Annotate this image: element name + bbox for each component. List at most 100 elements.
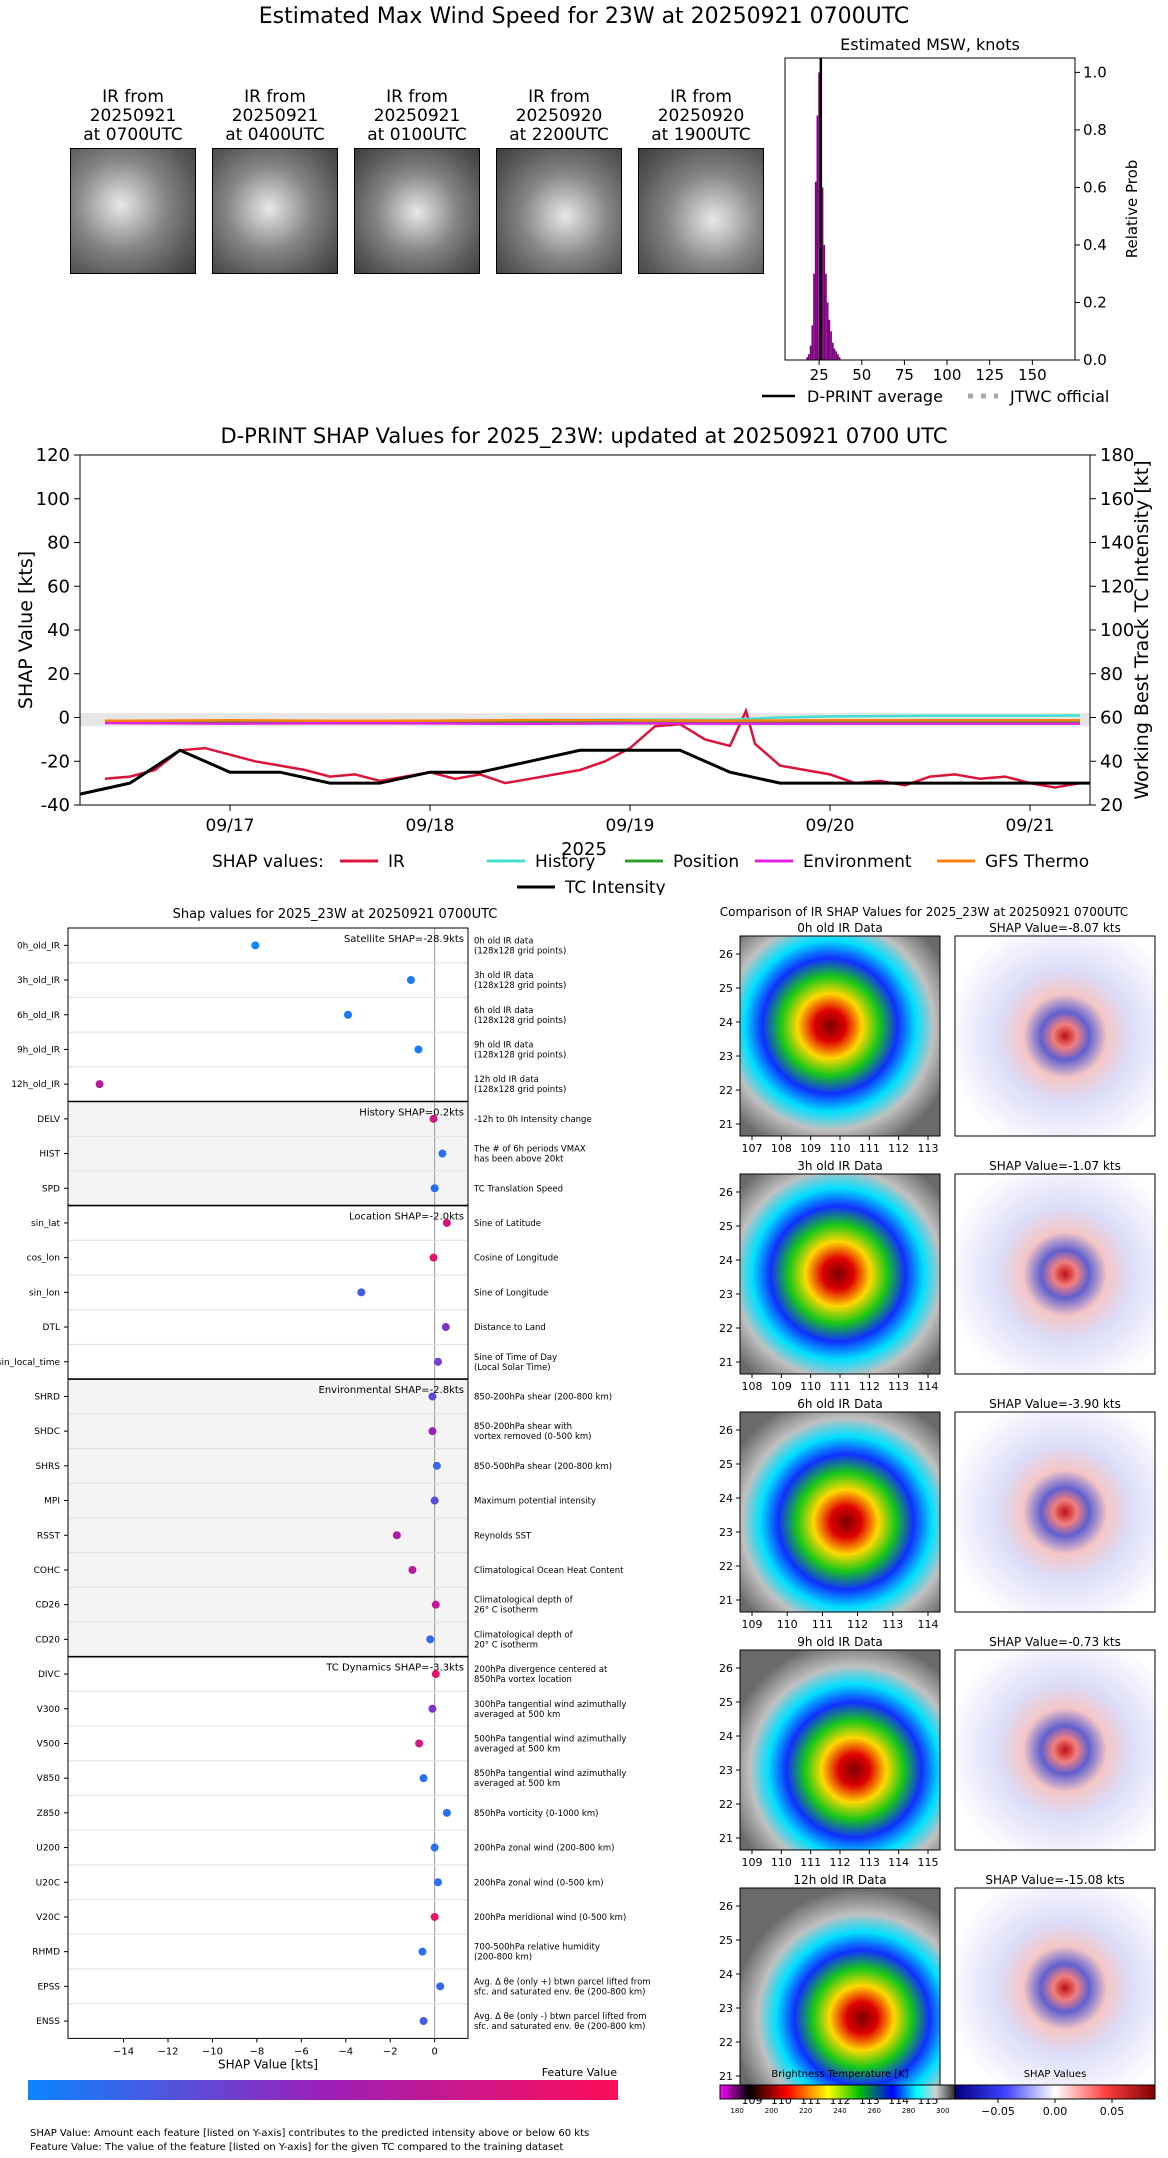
ir-xtick-label: 109 [742,1856,763,1869]
feature-desc: 850hPa vortex location [474,1675,572,1685]
feature-desc: Distance to Land [474,1323,546,1333]
feature-desc: 500hPa tangential wind azimuthally [474,1734,626,1744]
ir-ytick-label: 25 [719,1458,733,1471]
feature-point [441,1323,450,1332]
feature-desc: 200hPa meridional wind (0-500 km) [474,1913,626,1923]
feature-desc: vortex removed (0-500 km) [474,1432,591,1442]
histogram-bar [821,187,824,360]
histogram-ylabel: Relative Prob [1123,160,1141,259]
ir-ytick-label: 24 [719,1968,733,1981]
legend-title: SHAP values: [212,852,324,872]
shap-panel-title: SHAP Value=-0.73 kts [989,1635,1121,1649]
feature-point [431,1600,440,1609]
group-label: Location SHAP=-2.0kts [349,1212,464,1223]
feature-desc: (128x128 grid points) [474,981,566,991]
feature-point [419,2017,428,2026]
group-label: TC Dynamics SHAP=-3.3kts [325,1663,464,1674]
shap-panel-title: SHAP Value=-15.08 kts [985,1873,1124,1887]
feature-point [430,1496,439,1505]
feature-desc: -12h to 0h Intensity change [474,1115,592,1125]
histogram-xtick-label: 100 [933,366,962,384]
histogram-xtick-label: 150 [1018,366,1047,384]
feature-desc: 26° C isotherm [474,1606,538,1616]
ir-xtick-label: 111 [859,1142,880,1155]
ir-shap-comparison: Comparison of IR SHAP Values for 2025_23… [719,905,1156,2118]
ytick-label: 40 [47,620,70,641]
ir-xtick-label: 110 [777,1618,798,1631]
feature-xtick-label: −4 [338,2046,353,2057]
ir-thumbnail-image [638,148,764,274]
feature-desc: (128x128 grid points) [474,1085,566,1095]
legend-label: GFS Thermo [985,852,1089,872]
ir-ytick-label: 22 [719,1560,733,1573]
ir-xtick-label: 110 [800,1380,821,1393]
shap-panel-image [954,1411,1156,1613]
feature-name: U20C [36,1878,60,1888]
feature-point [438,1149,447,1158]
ir-ytick-label: 26 [719,1186,733,1199]
shap-panel-image [954,935,1156,1137]
ir-thumbnail-label: IR from 20250920 at 1900UTC [651,87,751,145]
feature-name: DIVC [38,1670,60,1680]
feature-desc: 200hPa divergence centered at [474,1665,608,1675]
ir-ytick-label: 23 [719,2002,733,2015]
feature-desc: (128x128 grid points) [474,1050,566,1060]
feature-desc: sfc. and saturated env. θe (200-800 km) [474,1987,646,1997]
histogram-bar [808,354,810,360]
ytick-label: 0 [59,708,70,729]
ir-panel-title: 0h old IR Data [797,921,883,935]
feature-desc: 850-200hPa shear with [474,1422,572,1432]
feature-desc: Climatological Ocean Heat Content [474,1566,624,1576]
legend-label: IR [388,852,405,872]
ir-panel-image [739,1649,941,1851]
feature-point [430,1184,439,1193]
histogram-xtick-label: 50 [852,366,871,384]
shap-cbar-tick: 0.00 [1043,2105,1068,2118]
ir-xtick-label: 108 [771,1142,792,1155]
ir-xtick-label: 113 [888,1380,909,1393]
ir-panel-title: 6h old IR Data [797,1397,883,1411]
ir-ytick-label: 22 [719,2036,733,2049]
ytick-right-label: 160 [1100,489,1134,510]
feature-point [428,1704,437,1713]
xtick-label: 09/18 [406,816,455,836]
legend-label: TC Intensity [564,878,666,895]
ir-thumbnail-label: IR from 20250921 at 0400UTC [225,87,325,145]
ir-xtick-label: 111 [800,1856,821,1869]
feature-name: RSST [37,1531,61,1541]
feature-name: cos_lon [27,1254,60,1264]
ir-xtick-label: 108 [742,1380,763,1393]
feature-point [431,1670,440,1679]
ir-ytick-label: 24 [719,1254,733,1267]
ir-xtick-label: 115 [918,1856,939,1869]
feature-name: SHRD [34,1392,60,1402]
feature-point [414,1045,423,1054]
feature-name: V500 [37,1739,61,1749]
feature-desc: has been above 20kt [474,1155,564,1165]
feature-desc: averaged at 500 km [474,1710,560,1720]
ytick-label: 100 [36,489,70,510]
ir-ytick-label: 21 [719,1356,733,1369]
xtick-label: 09/20 [806,816,855,836]
feature-name: CD20 [35,1635,60,1645]
ytick-right-label: 20 [1100,795,1123,816]
ir-panel-image [739,935,941,1137]
ir-panel-title: 12h old IR Data [793,1873,886,1887]
feature-name: 0h_old_IR [17,941,60,951]
ir-thumbnail-label: IR from 20250920 at 2200UTC [509,87,609,145]
msw-histogram-chart: Estimated MSW, knots 25 50 75 100 125 150 0.0 0.… [762,35,1141,406]
timeseries-xlabel: 2025 [561,839,607,860]
shap-panel-title: SHAP Value=-1.07 kts [989,1159,1121,1173]
group-label: History SHAP=0.2kts [359,1108,464,1119]
feature-desc: (128x128 grid points) [474,946,566,956]
feature-name: V300 [37,1705,61,1715]
ir-ytick-label: 25 [719,1696,733,1709]
feature-desc: averaged at 500 km [474,1744,560,1754]
group-label: Environmental SHAP=-2.8kts [319,1385,465,1396]
histogram-xtick-label: 125 [975,366,1004,384]
ir-thumbnail-image [212,148,338,274]
histogram-bar [830,331,832,360]
ir-cbar-tick: 200 [765,2107,778,2115]
feature-name: SPD [42,1184,60,1194]
feature-desc: Climatological depth of [474,1630,574,1640]
